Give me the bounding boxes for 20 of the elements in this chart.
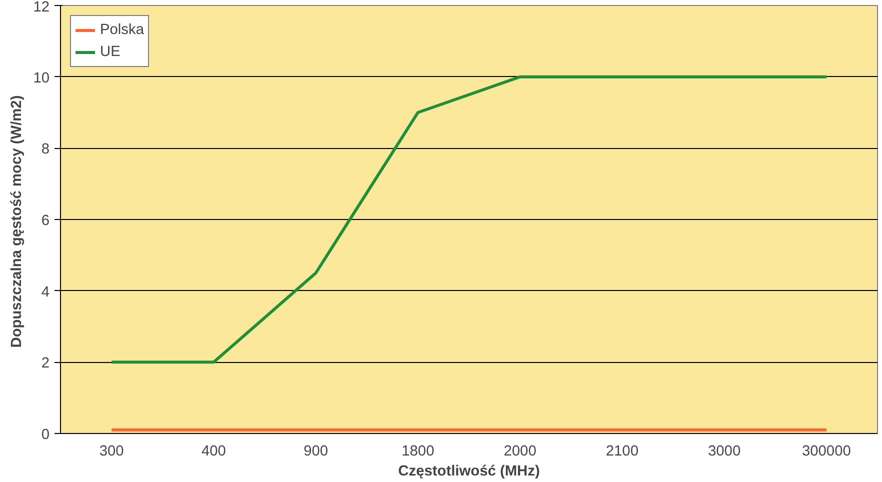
y-tick-label: 0: [41, 427, 50, 443]
x-tick-label: 3000: [708, 444, 741, 460]
x-tick-label: 300000: [802, 444, 851, 460]
y-axis-title: Dopuszczalna gęstość mocy (W/m2): [9, 95, 26, 348]
legend-label: Polska: [100, 22, 144, 38]
x-tick-label: 400: [201, 444, 226, 460]
y-tick-label: 12: [33, 0, 50, 16]
x-tick-label: 300: [99, 444, 124, 460]
x-tick-label: 1800: [402, 444, 434, 460]
x-tick-label: 2100: [606, 444, 638, 460]
line-series: [110, 75, 828, 364]
y-tick-label: 4: [41, 284, 50, 300]
x-axis-title: Częstotliwość (MHz): [398, 464, 540, 480]
y-tick-label: 8: [41, 142, 50, 158]
legend-label: UE: [100, 44, 120, 60]
y-tick-label: 10: [33, 70, 50, 86]
x-tick-label: 2000: [504, 444, 536, 460]
y-tick-label: 2: [41, 356, 50, 372]
x-tick-label: 900: [304, 444, 328, 460]
y-tick-label: 6: [41, 213, 50, 229]
